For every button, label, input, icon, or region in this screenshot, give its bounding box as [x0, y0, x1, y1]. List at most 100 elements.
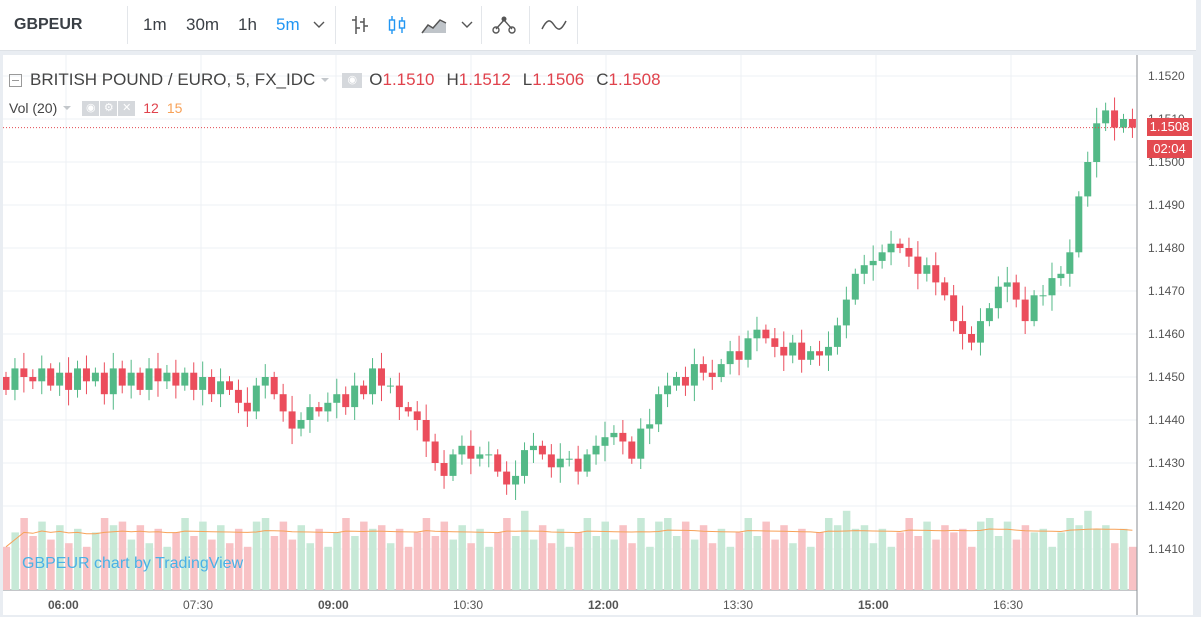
indicators-wave-icon: [541, 20, 567, 30]
chart-watermark[interactable]: GBPEUR chart by TradingView: [22, 555, 244, 572]
candlestick-chart[interactable]: [3, 55, 1193, 615]
candle-body: [270, 377, 278, 395]
volume-bar: [1102, 525, 1110, 590]
price-axis-label: 1.1430: [1148, 456, 1185, 470]
volume-bar: [270, 536, 279, 590]
volume-bar: [458, 525, 466, 590]
candle-body: [976, 321, 984, 343]
close-label: C: [596, 70, 609, 89]
candle-body: [145, 368, 153, 390]
volume-bar: [816, 532, 824, 590]
candle-body: [664, 385, 672, 395]
candle-body: [342, 394, 350, 408]
candle-body: [985, 308, 993, 322]
indicators-button[interactable]: [541, 0, 567, 50]
candle-body: [47, 368, 55, 386]
candle-body: [431, 441, 439, 463]
collapse-legend-icon[interactable]: [9, 73, 22, 87]
area-chart-icon: [421, 19, 447, 34]
intervals-dropdown-button[interactable]: [313, 0, 325, 50]
candle-body: [181, 372, 189, 386]
volume-bar: [932, 539, 940, 590]
volume-bar: [726, 546, 735, 590]
volume-bar: [369, 528, 377, 590]
volume-bar: [163, 546, 171, 590]
candles-style-button[interactable]: [386, 0, 408, 50]
chart-style-dropdown-button[interactable]: [461, 0, 473, 50]
interval-1h-button[interactable]: 1h: [238, 15, 257, 34]
candle-body: [127, 372, 135, 386]
chart-pane[interactable]: BRITISH POUND / EURO, 5, FX_IDC ◉ O 1.15…: [3, 55, 1193, 615]
volume-bar: [762, 521, 770, 590]
area-style-button[interactable]: [421, 0, 447, 50]
volume-bar: [878, 528, 887, 590]
volume-bar: [279, 521, 288, 590]
candle-body: [413, 411, 421, 420]
candle-body: [807, 351, 815, 360]
candle-body: [833, 325, 841, 347]
visibility-eye-icon[interactable]: ◉: [82, 100, 100, 116]
volume-bar: [592, 536, 601, 590]
chevron-down-icon[interactable]: [320, 76, 330, 84]
volume-bar: [789, 543, 797, 590]
volume-bar: [208, 539, 216, 590]
volume-bar: [905, 518, 913, 590]
toolbar-separator: [577, 6, 578, 44]
candle-body: [458, 445, 466, 455]
time-axis-label: 09:00: [318, 598, 349, 612]
candle-body: [780, 346, 788, 356]
close-value: 1.1508: [608, 70, 661, 89]
candle-body: [744, 338, 752, 360]
candle-body: [199, 377, 207, 390]
candle-body: [467, 445, 475, 459]
volume-bar: [1120, 528, 1128, 590]
settings-gear-icon[interactable]: ⚙: [100, 100, 118, 116]
chevron-down-icon[interactable]: [62, 104, 72, 112]
volume-bar: [833, 525, 842, 590]
compare-symbol-button[interactable]: [489, 0, 519, 50]
high-label: H: [446, 70, 459, 89]
volume-bar: [315, 528, 323, 590]
candle-body: [914, 256, 922, 274]
candle-body: [190, 372, 198, 390]
candle-body: [485, 454, 493, 456]
symbol-search-button[interactable]: GBPEUR: [14, 16, 83, 33]
interval-5m-button[interactable]: 5m: [276, 15, 300, 34]
volume-bar: [664, 518, 672, 590]
volume-bar: [628, 543, 636, 590]
price-axis-label: 1.1500: [1148, 155, 1185, 169]
visibility-eye-icon[interactable]: ◉: [342, 72, 363, 88]
candle-body: [315, 407, 323, 412]
candle-body: [74, 368, 82, 390]
candle-body: [163, 372, 171, 382]
close-icon[interactable]: ✕: [118, 100, 136, 116]
volume-bar: [234, 528, 243, 590]
volume-bar: [1039, 528, 1048, 590]
volume-bar: [342, 518, 350, 590]
price-axis-label: 1.1410: [1148, 542, 1185, 556]
candle-body: [646, 424, 654, 429]
toolbar: GBPEUR 1m 30m 1h 5m: [0, 0, 1196, 51]
volume-study-title[interactable]: Vol (20): [9, 100, 58, 116]
candle-body: [217, 381, 225, 395]
volume-bar: [351, 536, 359, 590]
candle-body: [11, 368, 19, 390]
candle-body: [726, 351, 734, 365]
interval-30m-button[interactable]: 30m: [186, 15, 220, 34]
volume-bar: [619, 525, 627, 590]
candle-body: [1120, 119, 1127, 128]
volume-bar: [887, 546, 896, 590]
volume-bar: [109, 525, 118, 590]
low-label: L: [522, 70, 533, 89]
volume-bar: [127, 539, 136, 590]
candle-body: [324, 402, 332, 412]
candle-body: [333, 394, 341, 403]
chevron-down-icon: [313, 21, 325, 28]
bars-style-button[interactable]: [349, 0, 371, 50]
candle-body: [65, 372, 73, 390]
candle-body: [476, 454, 484, 459]
candle-body: [3, 377, 10, 390]
candle-body: [538, 445, 546, 455]
interval-1m-button[interactable]: 1m: [143, 15, 167, 34]
symbol-description[interactable]: BRITISH POUND / EURO, 5, FX_IDC: [30, 70, 316, 89]
